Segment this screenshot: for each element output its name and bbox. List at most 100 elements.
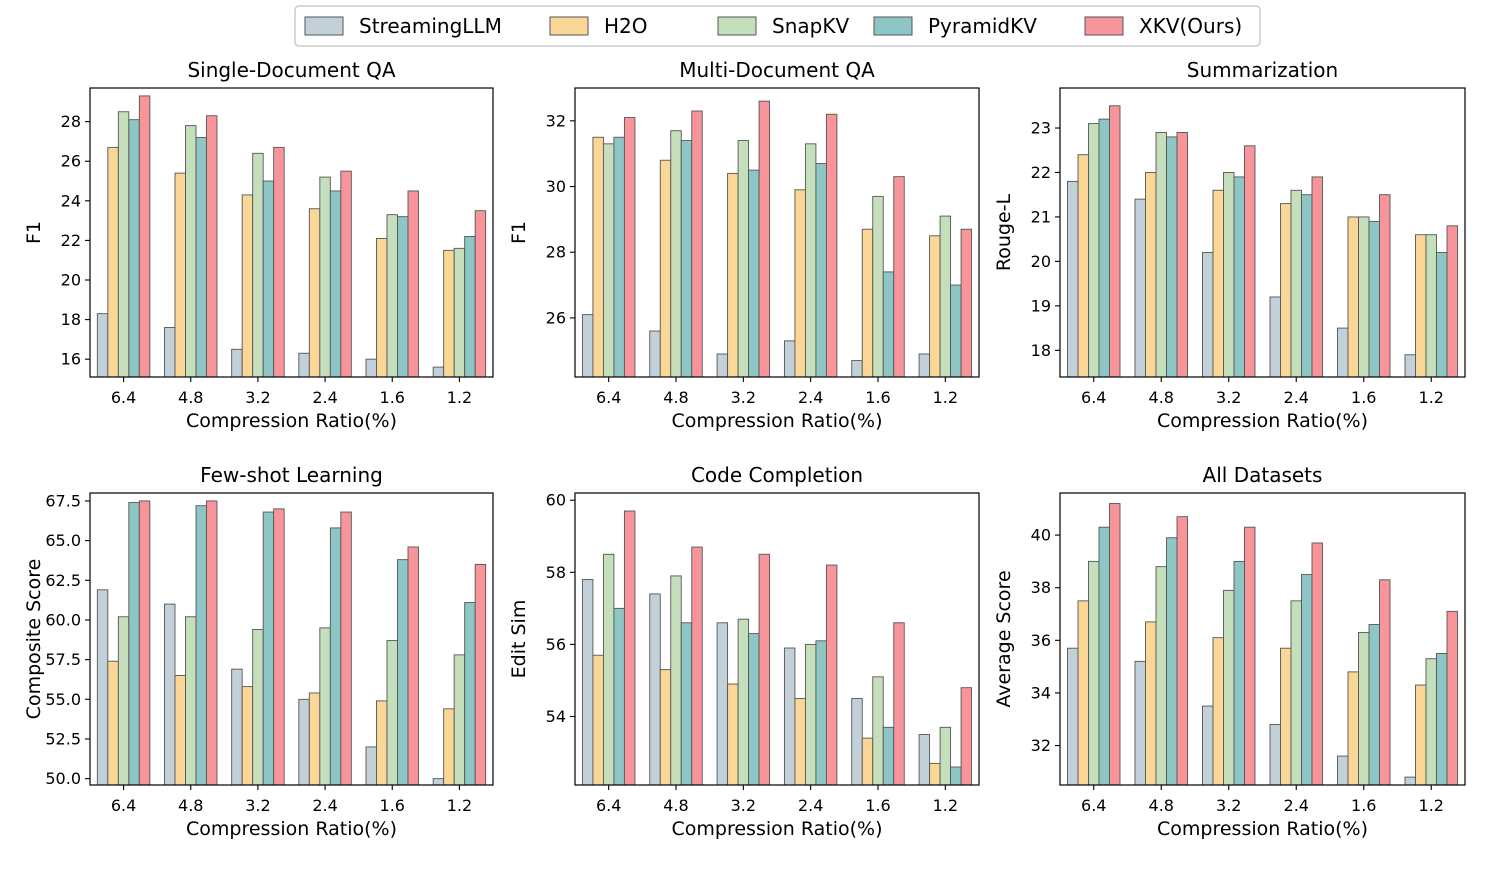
y-axis-label: Average Score [993, 570, 1015, 707]
x-axis-label: Compression Ratio(%) [672, 818, 883, 840]
y-tick-label: 23 [1031, 119, 1051, 138]
x-tick-label: 3.2 [245, 388, 270, 407]
bar-h2o-5 [929, 762, 941, 786]
axes-frame [1059, 87, 1466, 378]
bar-streamingllm-2 [231, 348, 243, 378]
chart-title: All Datasets [1203, 463, 1323, 487]
y-tick-label: 20 [1031, 252, 1051, 271]
bar-streamingllm-4 [851, 360, 863, 378]
bar-xkv-ours--0 [623, 510, 636, 786]
bar-streamingllm-1 [164, 603, 176, 786]
y-axis-label: F1 [508, 221, 530, 244]
bar-xkv-ours--1 [691, 110, 703, 378]
bar-xkv-ours--2 [758, 100, 771, 378]
bar-pyramidkv-1 [195, 505, 207, 786]
bar-snapkv-5 [939, 215, 952, 378]
bar-snapkv-0 [117, 616, 130, 786]
bar-pyramidkv-1 [680, 140, 693, 378]
bar-h2o-3 [308, 208, 321, 378]
legend-label-4: XKV(Ours) [1139, 14, 1242, 38]
bar-pyramidkv-1 [195, 137, 207, 378]
bar-pyramidkv-3 [815, 163, 827, 378]
x-axis-label: Compression Ratio(%) [1157, 818, 1368, 840]
bar-streamingllm-1 [1134, 198, 1146, 378]
bar-h2o-5 [1415, 234, 1427, 378]
y-tick-label: 28 [61, 112, 81, 131]
y-axis-label: Composite Score [23, 559, 45, 720]
bar-h2o-3 [794, 189, 806, 378]
bar-snapkv-5 [1425, 658, 1437, 786]
chart-3: Few-shot Learning 50.0 52.5 55.0 57.5 60.0 62.… [23, 463, 494, 840]
x-tick-label: 1.2 [933, 796, 958, 815]
y-tick-label: 60 [546, 491, 566, 510]
x-tick-label: 4.8 [1149, 388, 1174, 407]
x-tick-label: 4.8 [178, 388, 203, 407]
x-tick-label: 1.2 [933, 388, 958, 407]
bar-snapkv-4 [1358, 631, 1370, 786]
bar-h2o-5 [443, 249, 455, 378]
bar-h2o-1 [174, 172, 186, 378]
bar-h2o-2 [241, 686, 254, 786]
bar-streamingllm-3 [1269, 724, 1281, 786]
legend-swatch-1 [549, 16, 589, 36]
legend-swatch-4 [1084, 16, 1124, 36]
bar-pyramidkv-4 [397, 216, 409, 378]
bar-pyramidkv-0 [1098, 526, 1110, 786]
y-tick-label: 16 [61, 350, 81, 369]
bar-pyramidkv-5 [950, 766, 962, 786]
y-tick-label: 21 [1031, 207, 1051, 226]
bar-xkv-ours--4 [407, 190, 419, 378]
bar-snapkv-4 [386, 640, 398, 786]
x-axis-label: Compression Ratio(%) [672, 410, 883, 432]
bar-h2o-3 [1280, 647, 1292, 786]
bar-pyramidkv-3 [329, 527, 342, 786]
bar-snapkv-4 [1358, 216, 1370, 378]
chart-0: Single-Document QA 16 18 20 22 24 26 28 6.4 4.8 3.… [23, 58, 494, 432]
chart-title: Few-shot Learning [200, 463, 383, 487]
y-tick-label: 22 [1031, 163, 1051, 182]
y-tick-label: 26 [61, 152, 81, 171]
bar-pyramidkv-3 [329, 190, 342, 378]
chart-2: Summarization 18 19 20 21 22 23 6.4 4.8 3.2 2.4 1.6… [993, 58, 1466, 432]
legend-frame [294, 5, 1261, 47]
bar-h2o-2 [1212, 637, 1224, 786]
bar-h2o-5 [929, 235, 941, 378]
bar-xkv-ours--5 [960, 228, 973, 378]
bar-streamingllm-1 [649, 330, 661, 378]
bar-xkv-ours--1 [206, 500, 218, 786]
bar-xkv-ours--4 [1379, 194, 1391, 378]
bar-xkv-ours--4 [1379, 579, 1391, 786]
bar-snapkv-3 [319, 627, 331, 786]
axes-frame [574, 492, 980, 786]
bar-pyramidkv-5 [464, 236, 476, 378]
bar-xkv-ours--0 [138, 500, 151, 786]
bar-xkv-ours--3 [825, 113, 838, 378]
x-tick-label: 1.6 [1351, 796, 1376, 815]
bar-xkv-ours--1 [1176, 516, 1188, 786]
bar-xkv-ours--0 [1109, 503, 1121, 786]
x-tick-label: 6.4 [111, 388, 136, 407]
y-tick-label: 60.0 [45, 610, 81, 629]
y-tick-label: 65.0 [45, 531, 81, 550]
x-tick-label: 1.6 [380, 388, 405, 407]
bar-xkv-ours--4 [893, 176, 905, 378]
bar-snapkv-2 [252, 629, 264, 786]
bar-streamingllm-3 [298, 352, 310, 378]
bar-snapkv-0 [602, 143, 615, 378]
axes-frame [89, 87, 494, 378]
x-tick-label: 2.4 [312, 796, 337, 815]
y-tick-label: 19 [1031, 296, 1051, 315]
bar-streamingllm-0 [96, 313, 109, 378]
bar-xkv-ours--1 [691, 546, 703, 786]
bar-h2o-1 [659, 669, 672, 786]
y-axis-label: Rouge-L [993, 193, 1015, 271]
x-tick-label: 3.2 [731, 388, 756, 407]
y-tick-label: 54 [546, 707, 566, 726]
bar-pyramidkv-0 [128, 502, 140, 786]
bar-pyramidkv-2 [748, 169, 760, 378]
bar-streamingllm-1 [1134, 660, 1146, 786]
x-tick-label: 4.8 [663, 796, 688, 815]
bar-pyramidkv-0 [613, 136, 625, 378]
y-tick-label: 20 [61, 271, 81, 290]
y-tick-label: 36 [1031, 631, 1051, 650]
